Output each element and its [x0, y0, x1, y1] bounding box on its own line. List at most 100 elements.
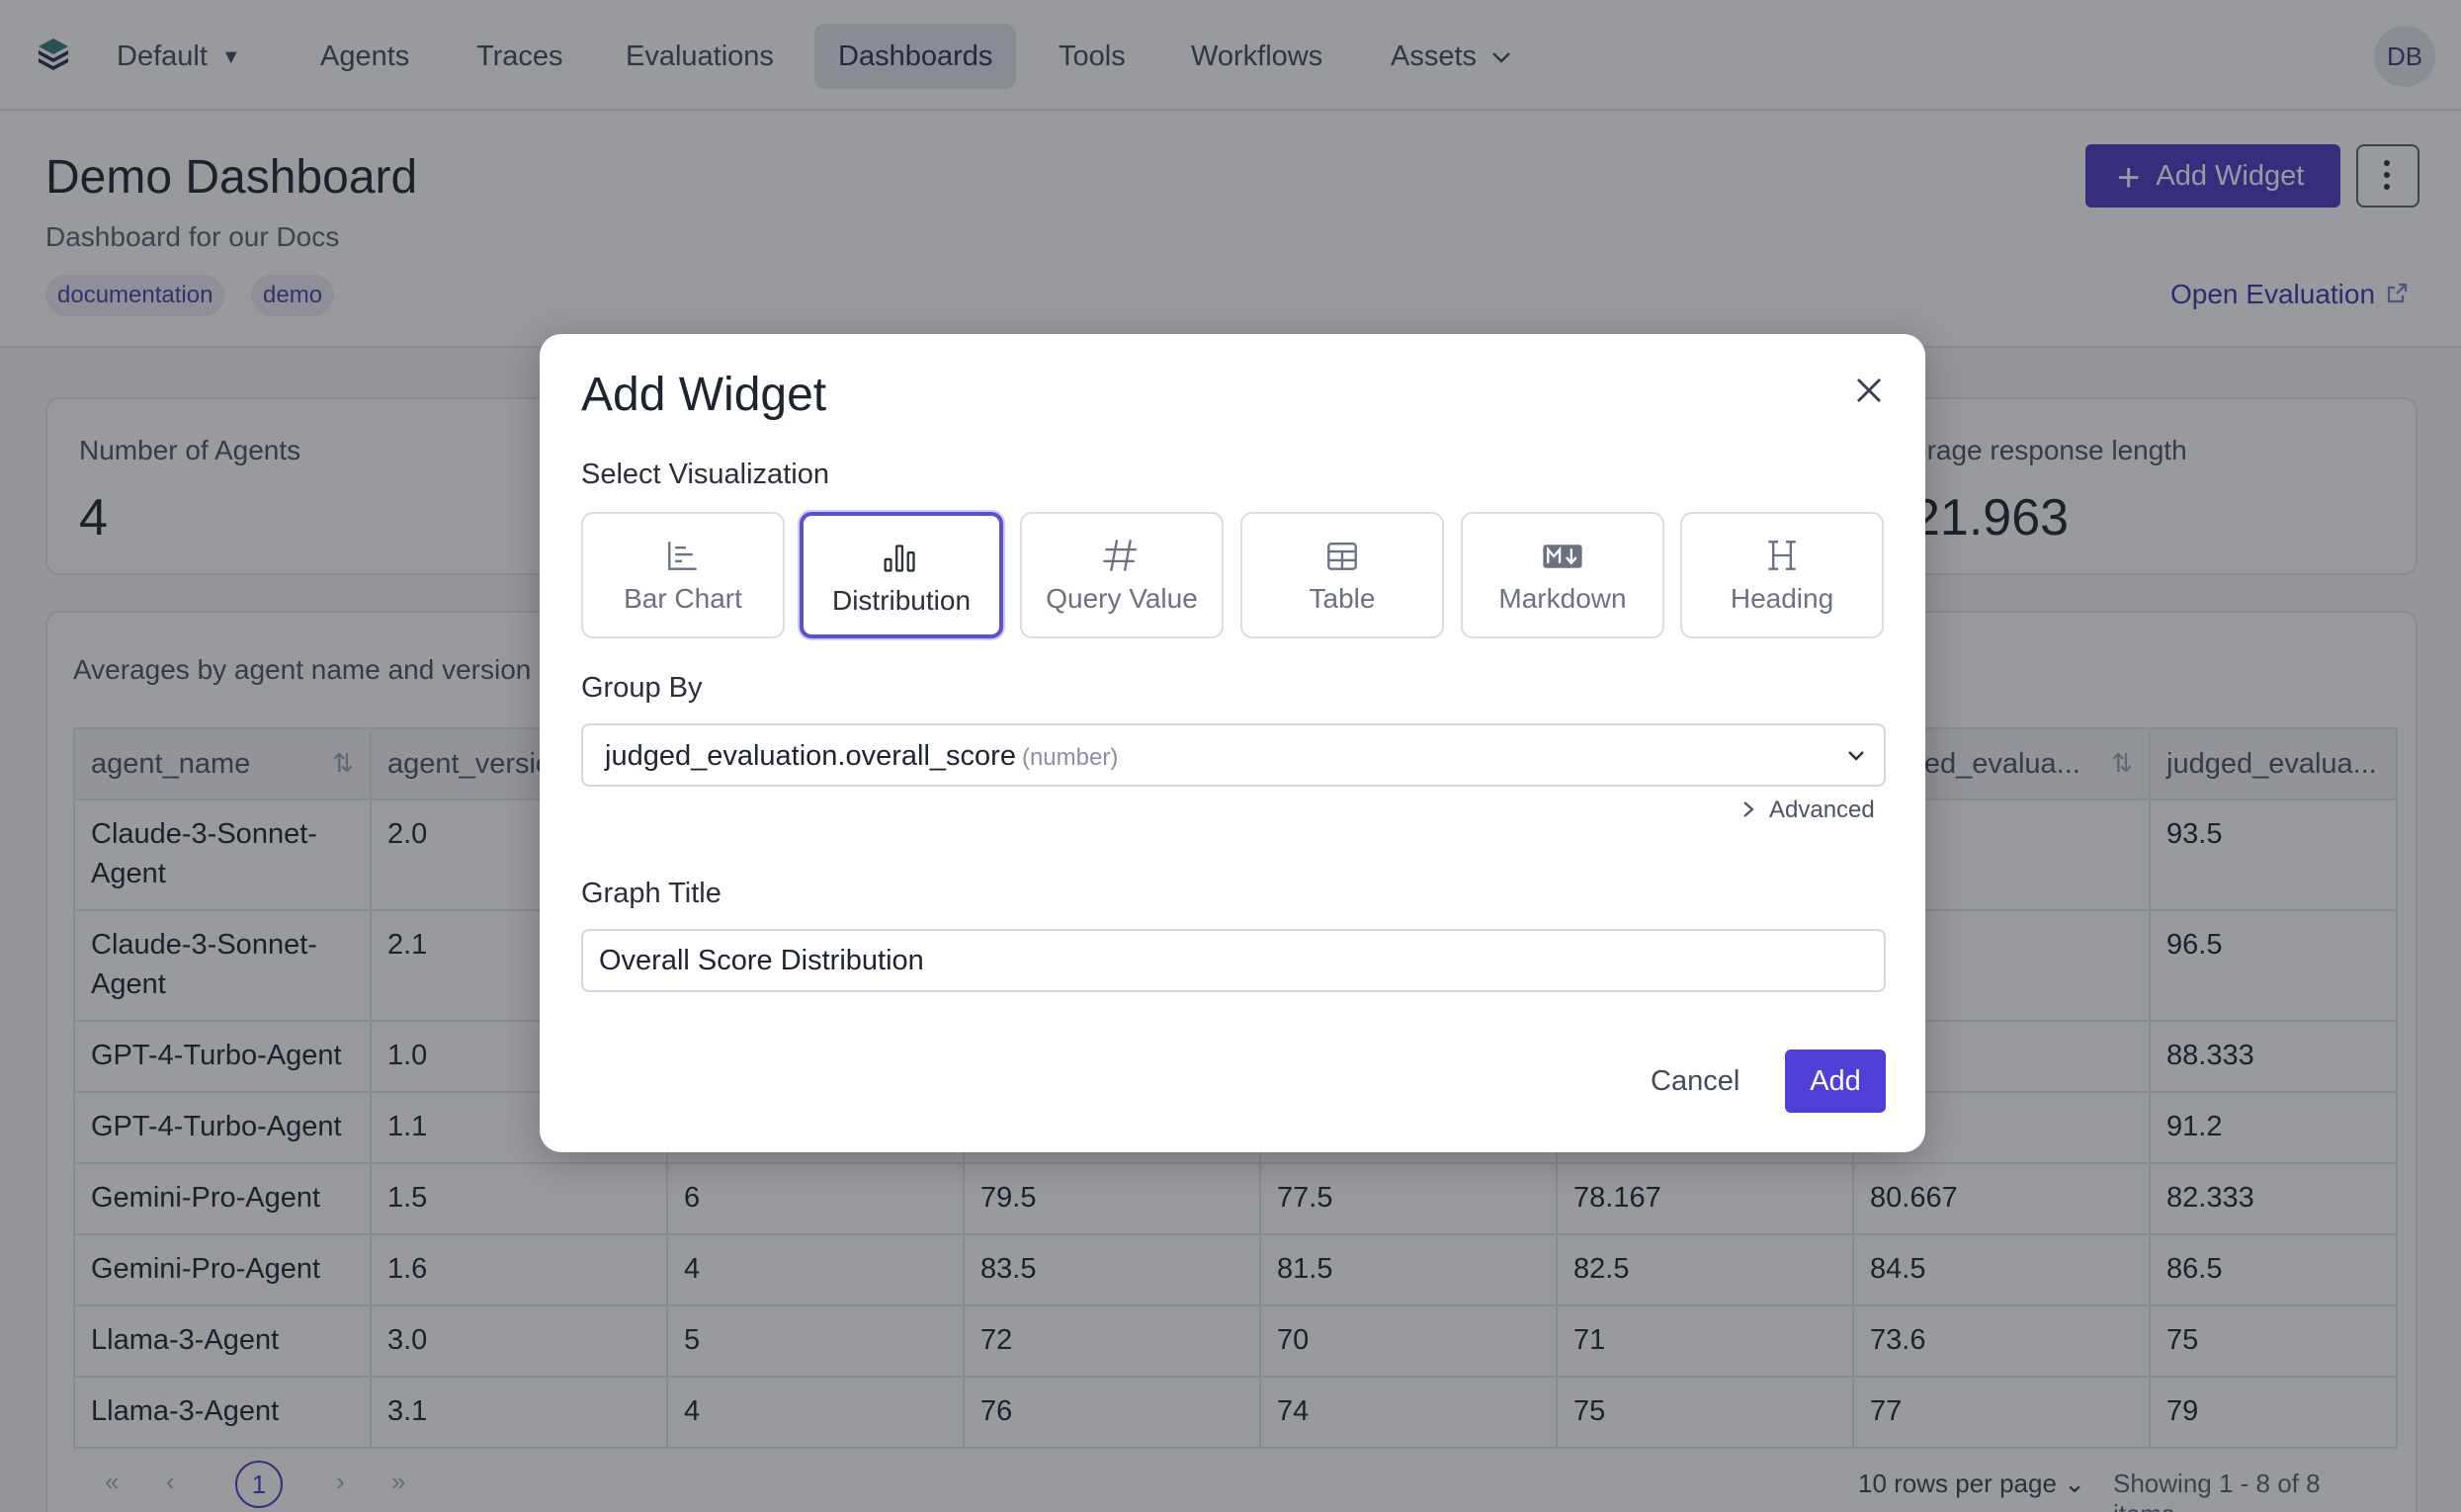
page-subtitle: Dashboard for our Docs: [45, 221, 340, 252]
page-number-button[interactable]: 1: [235, 1461, 283, 1508]
stat-card-response-length: erage response length 21.963: [1878, 397, 2418, 575]
table-cell: 76: [963, 1376, 1261, 1449]
table-cell: 1.5: [370, 1162, 668, 1235]
group-by-select[interactable]: judged_evaluation.overall_score (number): [581, 723, 1886, 787]
viz-label: Heading: [1730, 583, 1834, 614]
plus-icon: +: [2117, 156, 2141, 200]
vertical-dots-icon: [2384, 160, 2392, 196]
table-cell: 79: [2149, 1376, 2398, 1449]
last-page-icon[interactable]: »: [391, 1467, 406, 1496]
viz-label: Distribution: [831, 585, 972, 616]
viz-distribution-button[interactable]: Distribution: [800, 512, 1003, 638]
sort-icon[interactable]: ⇅: [2111, 747, 2133, 778]
table-cell: 84.5: [1852, 1233, 2151, 1306]
column-header[interactable]: judged_evalua...: [2149, 727, 2398, 800]
viz-table-button[interactable]: Table: [1240, 512, 1444, 638]
table-cell: 5: [666, 1304, 965, 1378]
group-by-label: Group By: [581, 672, 703, 704]
user-avatar[interactable]: DB: [2374, 26, 2435, 87]
table-cell: 77: [1852, 1376, 2151, 1449]
add-widget-modal: Add Widget Select Visualization Bar Char…: [540, 334, 1925, 1152]
table-cell: 74: [1259, 1376, 1558, 1449]
chevron-right-icon: [1743, 801, 1754, 817]
table-cell: 70: [1259, 1304, 1558, 1378]
external-link-icon: [2387, 283, 2408, 303]
table-cell: 93.5: [2149, 798, 2398, 911]
table-cell: 3.1: [370, 1376, 668, 1449]
table-cell: 72: [963, 1304, 1261, 1378]
sort-icon[interactable]: ⇅: [332, 747, 354, 778]
markdown-icon: [1543, 545, 1582, 568]
table-cell: 4: [666, 1376, 965, 1449]
showing-count: Showing 1 - 8 of 8 items: [2113, 1469, 2321, 1512]
stat-label: erage response length: [1911, 435, 2187, 465]
advanced-label: Advanced: [1769, 797, 1875, 823]
table-row: Llama-3-Agent 3.0 5 72 70 71 73.6 75: [73, 1304, 2398, 1378]
table-cell: Llama-3-Agent: [73, 1304, 372, 1378]
more-options-button[interactable]: [2356, 144, 2419, 208]
table-cell: 4: [666, 1233, 965, 1306]
stat-value: 21.963: [1911, 489, 2070, 546]
group-by-type: (number): [1021, 744, 1119, 771]
table-cell: 79.5: [963, 1162, 1261, 1235]
stat-card-agents: Number of Agents 4: [45, 397, 599, 575]
table-cell: Claude-3-Sonnet-Agent: [73, 909, 372, 1022]
nav-item-traces[interactable]: Traces: [476, 41, 563, 72]
viz-label: Query Value: [1046, 583, 1198, 614]
cancel-button[interactable]: Cancel: [1651, 1065, 1740, 1097]
column-header[interactable]: agent_name ⇅: [73, 727, 372, 800]
nav-item-agents[interactable]: Agents: [320, 41, 410, 72]
table-cell: 88.333: [2149, 1020, 2398, 1093]
top-navigation: Default ▼ Agents Traces Evaluations Dashb…: [0, 0, 2461, 111]
nav-item-dashboards[interactable]: Dashboards: [814, 24, 1017, 89]
table-cell: GPT-4-Turbo-Agent: [73, 1020, 372, 1093]
rows-per-page-select[interactable]: 10 rows per page ⌄: [1858, 1469, 2085, 1498]
table-cell: Gemini-Pro-Agent: [73, 1233, 372, 1306]
group-by-value: judged_evaluation.overall_score (number): [605, 740, 1119, 772]
nav-item-workflows[interactable]: Workflows: [1191, 41, 1323, 72]
table-row: Gemini-Pro-Agent 1.5 6 79.5 77.5 78.167 80.667…: [73, 1162, 2398, 1235]
page-title: Demo Dashboard: [45, 151, 418, 204]
table-cell: 96.5: [2149, 909, 2398, 1022]
table-cell: GPT-4-Turbo-Agent: [73, 1091, 372, 1164]
table-cell: 73.6: [1852, 1304, 2151, 1378]
open-evaluation-link[interactable]: Open Evaluation: [2170, 279, 2409, 310]
viz-bar-chart-button[interactable]: Bar Chart: [581, 512, 785, 638]
viz-label: Table: [1309, 583, 1376, 614]
first-page-icon[interactable]: «: [105, 1467, 120, 1496]
previous-page-icon[interactable]: ‹: [166, 1467, 175, 1496]
table-row: Gemini-Pro-Agent 1.6 4 83.5 81.5 82.5 84.5 86.5: [73, 1233, 2398, 1306]
table-cell: 71: [1556, 1304, 1854, 1378]
table-cell: 82.5: [1556, 1233, 1854, 1306]
tag-demo[interactable]: demo: [251, 275, 335, 316]
table-cell: 75: [1556, 1376, 1854, 1449]
add-widget-button[interactable]: + Add Widget: [2085, 144, 2340, 208]
next-page-icon[interactable]: ›: [336, 1467, 345, 1496]
stat-label: Number of Agents: [79, 435, 301, 465]
app-logo-icon[interactable]: [38, 38, 69, 71]
dashboard-header: Demo Dashboard Dashboard for our Docs do…: [0, 113, 2461, 348]
table-cell: 3.0: [370, 1304, 668, 1378]
nav-item-tools[interactable]: Tools: [1059, 41, 1126, 72]
table-cell: Claude-3-Sonnet-Agent: [73, 798, 372, 911]
add-button[interactable]: Add: [1785, 1050, 1886, 1113]
table-cell: Llama-3-Agent: [73, 1376, 372, 1449]
stat-value: 4: [79, 489, 108, 546]
workspace-label: Default: [117, 41, 208, 72]
viz-query-value-button[interactable]: Query Value: [1020, 512, 1224, 638]
table-cell: 86.5: [2149, 1233, 2398, 1306]
viz-label: Bar Chart: [624, 583, 742, 614]
nav-item-evaluations[interactable]: Evaluations: [626, 41, 774, 72]
viz-heading-button[interactable]: Heading: [1680, 512, 1884, 638]
advanced-toggle[interactable]: Advanced: [1741, 797, 1875, 824]
open-evaluation-label: Open Evaluation: [2170, 279, 2376, 309]
tag-documentation[interactable]: documentation: [45, 275, 225, 316]
viz-markdown-button[interactable]: Markdown: [1461, 512, 1664, 638]
table-cell: 77.5: [1259, 1162, 1558, 1235]
table-cell: 91.2: [2149, 1091, 2398, 1164]
nav-item-assets[interactable]: Assets: [1367, 24, 1536, 89]
caret-down-icon: ▼: [220, 46, 241, 69]
workspace-selector[interactable]: Default ▼: [93, 24, 265, 89]
close-icon[interactable]: [1846, 368, 1892, 413]
graph-title-input[interactable]: [581, 929, 1886, 992]
